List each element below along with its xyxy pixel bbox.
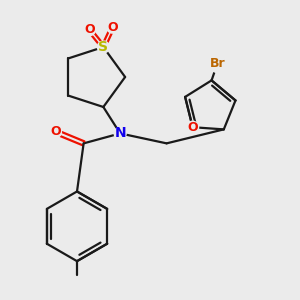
Circle shape [114,128,126,140]
Text: O: O [107,21,118,34]
Text: N: N [114,126,126,140]
Circle shape [98,41,109,53]
Text: Br: Br [210,57,225,70]
Circle shape [50,126,61,138]
Text: S: S [98,40,108,54]
Text: O: O [84,23,95,36]
Circle shape [83,24,95,36]
Text: O: O [187,121,198,134]
Text: O: O [50,125,61,138]
Circle shape [187,121,199,133]
Circle shape [107,21,118,33]
Circle shape [208,54,227,72]
